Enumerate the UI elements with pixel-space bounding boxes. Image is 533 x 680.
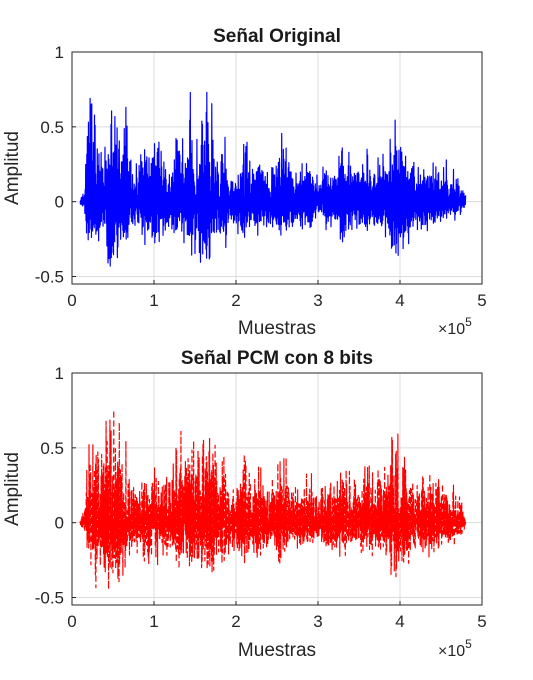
- x-tick-label: 3: [313, 612, 322, 631]
- x-tick-label: 4: [395, 612, 404, 631]
- y-tick-label: 0: [55, 514, 64, 533]
- plot-area: [71, 51, 483, 285]
- plot-frame: [71, 372, 483, 606]
- x-tick-labels: 0 1 2 3 4 5: [67, 601, 487, 631]
- y-tick-label: 1: [55, 364, 64, 383]
- x-tick-label: 5: [477, 291, 486, 310]
- x-tick-label: 0: [67, 291, 76, 310]
- x-tick-label: 0: [67, 612, 76, 631]
- x-tick-label: 5: [477, 612, 486, 631]
- y-tick-label: 0.5: [40, 439, 64, 458]
- y-axis-label: Amplitud: [2, 452, 23, 526]
- y-axis-label: Amplitud: [2, 131, 23, 205]
- x-exponent-label: ×105: [438, 637, 472, 660]
- plot-area: [71, 372, 483, 606]
- x-tick-label: 1: [149, 612, 158, 631]
- x-axis-label: Muestras: [238, 318, 316, 339]
- signal-line: [79, 409, 467, 590]
- x-tick-label: 3: [313, 291, 322, 310]
- signal-line: [79, 91, 467, 267]
- x-tick-label: 4: [395, 291, 404, 310]
- y-tick-label: 0: [55, 193, 64, 212]
- y-tick-label: -0.5: [35, 589, 64, 608]
- x-tick-label: 1: [149, 291, 158, 310]
- signal-waveform: [79, 91, 467, 267]
- chart-title: Señal Original: [213, 26, 341, 47]
- x-tick-labels: 0 1 2 3 4 5: [67, 280, 487, 310]
- signal-waveform: [79, 409, 467, 590]
- x-axis-label: Muestras: [238, 640, 316, 661]
- y-tick-labels: -0.5 0 0.5 1: [35, 364, 76, 608]
- y-tick-label: -0.5: [35, 268, 64, 287]
- y-tick-label: 1: [55, 43, 64, 62]
- x-tick-label: 2: [231, 291, 240, 310]
- y-tick-labels: -0.5 0 0.5 1: [35, 43, 76, 287]
- x-exponent-label: ×105: [438, 315, 472, 338]
- y-tick-label: 0.5: [40, 118, 64, 137]
- plot-frame: [71, 51, 483, 285]
- x-tick-label: 2: [231, 612, 240, 631]
- chart-title: Señal PCM con 8 bits: [181, 348, 373, 369]
